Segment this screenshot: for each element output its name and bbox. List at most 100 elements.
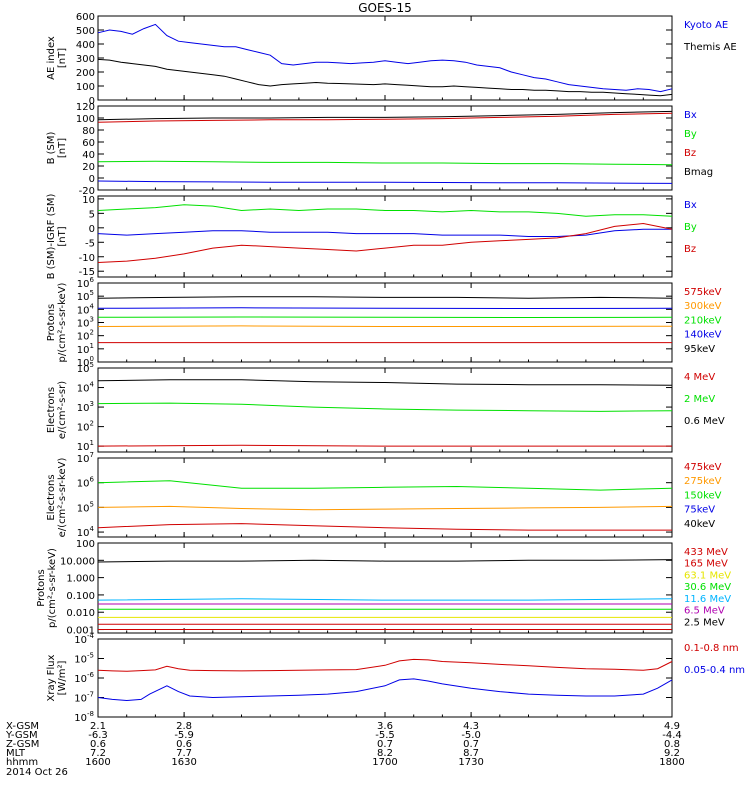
panel-6-ytick-label: 107 — [77, 451, 94, 465]
chart-title: GOES-15 — [358, 1, 412, 15]
xaxis-row-label: Y-GSM — [5, 730, 38, 741]
panel-1-series-1-line — [97, 23, 673, 93]
panel-7-ytick-label: 100 — [76, 539, 95, 550]
panel-1-ytick-label: 200 — [76, 68, 95, 79]
panel-7-ytick-label: 0.001 — [66, 626, 95, 637]
panel-6-legend-5: 40keV — [684, 519, 715, 530]
panel-5-ylabel: Electrons — [46, 387, 57, 433]
panel-7-ytick-label: 1.000 — [66, 574, 95, 585]
panel-6-ytick-label: 106 — [77, 476, 95, 490]
panel-4-series-5-line — [97, 296, 673, 299]
xaxis-row-value: -5.5 — [375, 730, 395, 741]
panel-4-ylabel: Protons — [46, 304, 57, 341]
panel-3-ytick-label: 10 — [82, 195, 95, 206]
panel-3-legend-3: Bz — [684, 244, 696, 255]
panel-8-frame — [97, 638, 673, 718]
xaxis-row-value: 0.6 — [90, 739, 106, 750]
panel-4-legend-3: 210keV — [684, 315, 722, 326]
panel-1-ylabel: [nT] — [57, 48, 68, 68]
panel-5-ylabel: e/(cm²-s-sr) — [57, 381, 68, 439]
xaxis-row-value: 7.2 — [90, 748, 106, 759]
panel-4-frame — [97, 282, 673, 363]
xaxis-row-label: hhmm — [6, 757, 38, 768]
panel-3-series-3-line — [97, 222, 673, 263]
xaxis-row-value: 4.9 — [664, 721, 680, 732]
xaxis-row-value: 0.6 — [176, 739, 192, 750]
panel-3-ytick-label: -15 — [79, 267, 95, 278]
panel-1-ytick-label: 600 — [76, 12, 95, 23]
panel-5-legend-2: 2 MeV — [684, 394, 715, 405]
panel-2-ytick-label: 80 — [82, 126, 95, 137]
panel-6-ylabel: e/(cm²-s-sr-keV) — [57, 458, 68, 538]
panel-8-legend-2: 0.05-0.4 nm — [684, 665, 745, 676]
panel-2-series-3-line — [97, 112, 673, 123]
panel-5-series-2-line — [97, 402, 673, 412]
panel-2-series-2-line — [97, 160, 673, 166]
panel-1-ytick-label: 300 — [76, 54, 95, 65]
panel-5-ytick-label: 105 — [77, 361, 94, 375]
xaxis-row-value: 8.2 — [377, 748, 393, 759]
panel-3-ytick-label: -5 — [85, 238, 95, 249]
panel-2-ytick-label: 120 — [76, 102, 95, 113]
panel-7-legend-6: 6.5 MeV — [684, 606, 725, 617]
panel-2-ylabel: [nT] — [57, 138, 68, 158]
panel-5-ytick-label: 104 — [77, 381, 95, 395]
panel-5-series-1-line — [97, 444, 672, 447]
panel-7-series-5-line — [97, 598, 673, 601]
panel-2-ytick-label: 0 — [89, 174, 95, 185]
panel-8-series-1-line — [97, 658, 673, 672]
panel-7-legend-3: 63.1 MeV — [684, 570, 731, 581]
xaxis-row-value: -5.0 — [461, 730, 481, 741]
panel-4-legend-5: 95keV — [684, 344, 715, 355]
xaxis-row-value: 9.2 — [664, 748, 680, 759]
xaxis-row-value: 4.3 — [463, 721, 479, 732]
panel-2-ytick-label: 60 — [82, 138, 95, 149]
panel-8-ytick-label: 10-5 — [74, 652, 94, 666]
panel-1-ytick-label: 0 — [89, 96, 95, 107]
panel-1-ylabel: AE index — [46, 36, 57, 80]
xaxis-row-value: -6.3 — [88, 730, 108, 741]
xaxis-row-value: 7.7 — [176, 748, 192, 759]
panel-7-legend-2: 165 MeV — [684, 559, 728, 570]
panel-8-ytick-label: 10-4 — [74, 632, 94, 646]
panel-4-legend-4: 140keV — [684, 330, 722, 341]
panel-6-series-3-line — [97, 480, 673, 491]
xaxis-row-label: X-GSM — [6, 721, 39, 732]
panel-4-series-3-line — [97, 316, 673, 319]
panel-7-ytick-label: 10.000 — [60, 556, 95, 567]
xaxis-row-value: 0.7 — [463, 739, 479, 750]
panel-2-ylabel: B (SM) — [46, 131, 57, 164]
panel-3-frame — [97, 195, 673, 278]
panel-2-legend-2: By — [684, 129, 697, 140]
panel-3-ytick-label: 5 — [89, 209, 95, 220]
panel-8-ytick-label: 10-7 — [74, 691, 94, 705]
xaxis-row-value: 1730 — [458, 757, 483, 768]
panel-2-ytick-label: 20 — [82, 162, 95, 173]
panel-4-ytick-label: 102 — [77, 329, 94, 343]
xaxis-row-value: 0.7 — [377, 739, 393, 750]
panel-6-frame — [97, 457, 673, 538]
panel-6-series-2-line — [97, 505, 673, 511]
panel-7-legend-7: 2.5 MeV — [684, 617, 725, 628]
panel-4-series-4-line — [97, 307, 673, 310]
panel-4-series-2-line — [97, 325, 673, 327]
panel-1-legend-1: Kyoto AE — [684, 20, 728, 31]
panel-2-legend-1: Bx — [684, 110, 697, 121]
panel-2-ytick-label: -20 — [79, 186, 95, 197]
panel-1-ytick-label: 500 — [76, 26, 95, 37]
panel-6-ylabel: Electrons — [46, 474, 57, 520]
xaxis-row-value: 1700 — [372, 757, 397, 768]
panel-6-legend-3: 150keV — [684, 490, 722, 501]
panel-8-series-2-line — [97, 678, 673, 702]
panel-5-series-3-line — [97, 379, 673, 386]
panel-4-ytick-label: 105 — [77, 289, 94, 303]
panel-2-legend-3: Bz — [684, 148, 696, 159]
xaxis-row-value: 2.8 — [176, 721, 192, 732]
panel-4-ytick-label: 103 — [77, 316, 94, 330]
panel-6-series-1-line — [97, 523, 672, 531]
panel-5-ytick-label: 103 — [77, 400, 94, 414]
panel-3-legend-1: Bx — [684, 200, 697, 211]
panel-4-ylabel: p/(cm²-s-sr-keV) — [57, 282, 68, 362]
xaxis-row-value: 0.8 — [664, 739, 680, 750]
